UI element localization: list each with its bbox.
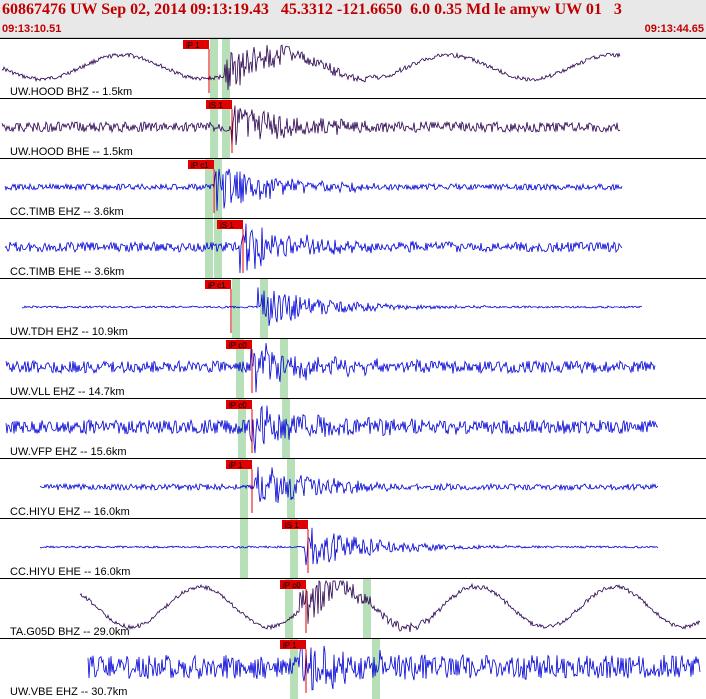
phase-window-band — [240, 459, 248, 519]
waveform-trace — [5, 343, 656, 393]
waveform-trace — [1, 44, 621, 91]
waveform-trace — [40, 466, 659, 504]
pick-label-box — [280, 580, 306, 589]
trace-panel[interactable]: iP c1 CC.TIMB EHZ -- 3.6km — [0, 158, 706, 219]
station-label: UW.TDH EHZ -- 10.9km — [10, 326, 128, 338]
pick-label: iP c0 — [229, 401, 247, 410]
pick-label: iP 1 — [283, 641, 297, 650]
trace-panel[interactable]: iS 1 CC.TIMB EHE -- 3.6km — [0, 218, 706, 279]
station-label: TA.G05D BHZ -- 29.0km — [10, 626, 130, 638]
trace-panel[interactable]: iP 1 UW.VBE EHZ -- 30.7km — [0, 638, 706, 699]
phase-window-band — [240, 519, 248, 579]
trace-plot[interactable]: iS 1 — [0, 519, 706, 579]
phase-window-band — [232, 279, 240, 339]
trace-plot[interactable]: iP 1 — [0, 39, 706, 99]
trace-panel[interactable]: iP c1 UW.TDH EHZ -- 10.9km — [0, 278, 706, 339]
trace-plot[interactable]: iS 1 — [0, 99, 706, 159]
pick-label-box — [217, 220, 243, 229]
trace-panel[interactable]: iS 1 UW.HOOD BHE -- 1.5km — [0, 98, 706, 159]
waveform-trace — [21, 287, 642, 327]
trace-plot[interactable]: iP c1 — [0, 159, 706, 219]
trace-plot[interactable]: iS 1 — [0, 219, 706, 279]
pick-label: iP 1 — [229, 461, 243, 470]
station-label: UW.VFP EHZ -- 15.6km — [10, 446, 127, 458]
pick-label: iS 1 — [285, 521, 299, 530]
trace-plot[interactable]: iP 1 — [0, 459, 706, 519]
phase-window-band — [236, 339, 244, 399]
pick-label-box — [280, 640, 306, 649]
start-time: 09:13:10.51 — [2, 23, 62, 35]
trace-panel[interactable]: iP c0 TA.G05D BHZ -- 29.0km — [0, 578, 706, 639]
pick-label: iP c1 — [191, 161, 209, 170]
waveform-trace — [39, 527, 659, 566]
pick-label-box — [188, 160, 214, 169]
trace-plot[interactable]: iP c0 — [0, 399, 706, 459]
pick-label: iP 1 — [186, 41, 200, 50]
pick-label: iP c0 — [283, 581, 301, 590]
station-label: CC.TIMB EHZ -- 3.6km — [10, 206, 124, 218]
station-label: UW.HOOD BHE -- 1.5km — [10, 146, 133, 158]
seismogram-panels[interactable]: iP 1 UW.HOOD BHZ -- 1.5km iS 1 UW.HOOD BHE … — [0, 38, 706, 699]
phase-window-band — [260, 279, 268, 339]
trace-panel[interactable]: iP c0 UW.VFP EHZ -- 15.6km — [0, 398, 706, 459]
trace-plot[interactable]: iP c0 — [0, 579, 706, 639]
waveform-trace — [5, 405, 659, 454]
trace-plot[interactable]: iP 1 — [0, 639, 706, 699]
trace-panel[interactable]: iP c0 UW.VLL EHZ -- 14.7km — [0, 338, 706, 399]
pick-label-box — [226, 340, 252, 349]
pick-label-box — [206, 100, 232, 109]
station-label: CC.HIYU EHE -- 16.0km — [10, 566, 131, 578]
event-header: 60867476 UW Sep 02, 2014 09:13:19.43 45.… — [0, 0, 706, 38]
phase-window-band — [290, 639, 298, 699]
pick-label: iP c1 — [208, 281, 226, 290]
phase-window-band — [290, 519, 298, 579]
waveform-trace — [1, 105, 621, 148]
pick-label-box — [226, 400, 252, 409]
trace-plot[interactable]: iP c0 — [0, 339, 706, 399]
pick-label-box — [183, 40, 209, 49]
end-time: 09:13:44.65 — [644, 23, 704, 35]
station-label: UW.HOOD BHZ -- 1.5km — [10, 86, 133, 98]
pick-label-box — [282, 520, 308, 529]
phase-window-band — [363, 579, 371, 639]
phase-window-band — [282, 399, 290, 459]
pick-label: iP c0 — [229, 341, 247, 350]
pick-label: iS 1 — [220, 221, 234, 230]
pick-label-box — [226, 460, 252, 469]
phase-window-band — [285, 579, 293, 639]
station-label: UW.VLL EHZ -- 14.7km — [10, 386, 125, 398]
phase-window-band — [287, 459, 295, 519]
waveform-trace — [4, 168, 623, 211]
trace-panel[interactable]: iS 1 CC.HIYU EHE -- 16.0km — [0, 518, 706, 579]
station-label: CC.TIMB EHE -- 3.6km — [10, 266, 125, 278]
phase-window-band — [222, 99, 230, 159]
waveform-trace — [87, 642, 701, 691]
station-label: UW.VBE EHZ -- 30.7km — [10, 686, 128, 698]
phase-window-band — [205, 159, 213, 219]
pick-label: iS 1 — [209, 101, 223, 110]
trace-panel[interactable]: iP 1 CC.HIYU EHZ -- 16.0km — [0, 458, 706, 519]
phase-window-band — [210, 39, 218, 99]
event-title: 60867476 UW Sep 02, 2014 09:13:19.43 45.… — [2, 1, 622, 18]
pick-label-box — [205, 280, 231, 289]
trace-panel[interactable]: iP 1 UW.HOOD BHZ -- 1.5km — [0, 38, 706, 99]
waveform-trace — [79, 579, 701, 633]
station-label: CC.HIYU EHZ -- 16.0km — [10, 506, 130, 518]
waveform-trace — [4, 223, 623, 274]
phase-window-band — [222, 39, 230, 99]
trace-plot[interactable]: iP c1 — [0, 279, 706, 339]
